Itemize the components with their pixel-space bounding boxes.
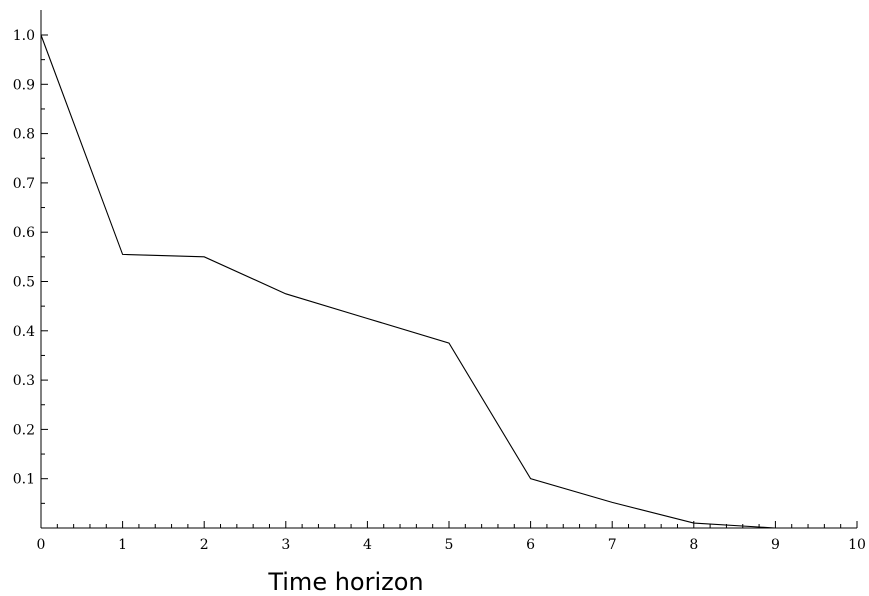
x-tick-label: 0 (37, 537, 46, 553)
x-tick-label: 4 (363, 537, 372, 553)
x-tick-label: 6 (526, 537, 535, 553)
series-layer (40, 34, 776, 529)
x-tick-label: 1 (118, 537, 127, 553)
series-line (40, 34, 776, 529)
x-tick-label: 3 (281, 537, 290, 553)
axes (40, 10, 857, 529)
y-ticks: 0.1 0.2 0.3 0.4 0.5 0.6 0.7 0.8 0.9 1.0 (13, 28, 48, 529)
y-tick-label: 0.5 (13, 275, 35, 291)
x-tick-label: 9 (771, 537, 780, 553)
x-tick-label: 10 (848, 537, 866, 553)
y-tick-label: 0.6 (13, 225, 35, 241)
x-axis-title: Time horizon (267, 568, 423, 596)
y-tick-label: 0.3 (13, 373, 35, 389)
x-ticks: 0 1 2 3 4 5 6 7 8 9 10 (37, 521, 866, 553)
y-tick-label: 1.0 (13, 28, 35, 44)
y-tick-label: 0.2 (13, 422, 35, 438)
y-tick-label: 0.7 (13, 176, 35, 192)
x-tick-label: 7 (608, 537, 617, 553)
y-tick-label: 0.1 (13, 472, 35, 488)
x-tick-label: 8 (689, 537, 698, 553)
y-tick-label: 0.9 (13, 77, 35, 93)
y-tick-label: 0.4 (13, 324, 35, 340)
y-tick-label: 0.8 (13, 127, 35, 143)
x-tick-label: 2 (200, 537, 209, 553)
x-tick-label: 5 (445, 537, 454, 553)
